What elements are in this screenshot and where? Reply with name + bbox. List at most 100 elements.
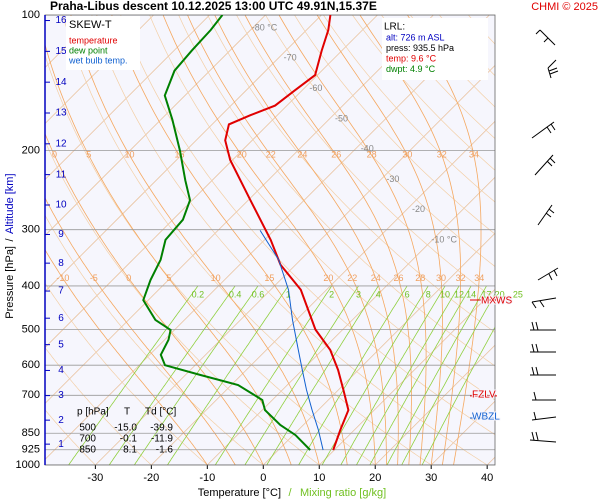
lrl-title: LRL: (384, 22, 405, 33)
level-label: FZLV (472, 389, 496, 400)
mixing-ratio-label: 4 (376, 289, 381, 299)
y-tick-label: 200 (22, 144, 40, 156)
mixing-ratio-label: 2 (329, 289, 334, 299)
wind-barb (537, 204, 555, 226)
foreground: -10 -5 00551010151520202222242426262828303… (4, 9, 523, 499)
y-tick-label: 925 (22, 444, 40, 456)
moist-adiabat-label: 24 (297, 150, 307, 160)
altitude-tick-label: 2 (58, 415, 64, 426)
mixing-ratio-label: 3 (356, 289, 361, 299)
table-cell: -39.9 (150, 423, 173, 434)
altitude-tick-label: 7 (58, 286, 64, 297)
moist-adiabat-label: -5 (90, 273, 98, 283)
dry-adiabat (236, 15, 495, 300)
moist-adiabat-label: 26 (331, 150, 341, 160)
x-tick-label: -10 (199, 472, 215, 484)
wind-barb (532, 391, 556, 401)
moist-adiabat-label: 0 (52, 150, 57, 160)
altitude-tick-label: 6 (58, 313, 64, 324)
dry-adiabat (178, 15, 495, 367)
wind-barbs (529, 29, 559, 443)
dry-adiabat (207, 15, 495, 333)
isotherm (543, 15, 600, 465)
isotherm (319, 288, 495, 465)
legend-entry: dew point (69, 45, 108, 55)
y-tick-label: 700 (22, 389, 40, 401)
altitude-tick-label: 12 (55, 138, 67, 149)
profile-line (259, 230, 324, 451)
x-tick-label: 20 (369, 472, 381, 484)
legend-entry: temperature (69, 35, 118, 45)
legend-entry: wet bulb temp. (68, 55, 128, 65)
wind-barb (529, 431, 557, 443)
y-tick-label: 300 (22, 224, 40, 236)
x-tick-label: 10 (313, 472, 325, 484)
isotherm (45, 15, 434, 404)
y-tick-label: 400 (22, 280, 40, 292)
table-cell: 500 (79, 423, 96, 434)
dry-adiabat (294, 15, 495, 235)
isotherm (151, 120, 495, 465)
altitude-tick-label: 11 (56, 169, 67, 180)
isotherm (45, 15, 322, 293)
altitude-tick-label: 4 (58, 365, 64, 376)
isotherm-label: -50 (335, 113, 348, 123)
table-cell: -15.0 (114, 423, 137, 434)
moist-adiabat-label: 34 (469, 150, 479, 160)
table-header: Td [°C] (145, 407, 176, 418)
altitude-tick-label: 10 (55, 200, 67, 211)
isotherm (95, 64, 495, 465)
isotherm-label: -10 °C (431, 234, 457, 244)
wind-barb (531, 411, 557, 421)
mixing-ratio-label: 8 (426, 289, 431, 299)
mixing-ratio-label: 0.4 (229, 289, 242, 299)
x-axis-label-2: Mixing ratio [g/kg] (300, 487, 386, 499)
moist-adiabat-label: 10 (211, 273, 221, 283)
y-tick-label: 100 (22, 9, 40, 21)
lrl-line: press: 935.5 hPa (386, 43, 454, 53)
mixing-ratio-label: 14 (466, 289, 476, 299)
x-tick-label: -30 (87, 472, 103, 484)
mixing-ratio-label: 0.6 (252, 289, 265, 299)
altitude-tick-label: 8 (58, 258, 64, 269)
mixing-ratio-label: 17 (482, 289, 492, 299)
altitude-tick-label: 3 (58, 390, 64, 401)
x-tick-label: 40 (481, 472, 493, 484)
moist-adiabat-label: 10 (125, 150, 135, 160)
x-axis-label: Temperature [°C] (198, 487, 281, 499)
isotherm (45, 15, 378, 349)
mixing-ratio-label: 25 (513, 289, 523, 299)
background-lines (45, 15, 600, 465)
wind-barb (537, 267, 559, 281)
isotherm (45, 15, 490, 460)
moist-adiabat-label: 32 (437, 150, 447, 160)
moist-adiabat-label: 22 (266, 150, 276, 160)
isotherm-label: -30 (386, 174, 399, 184)
isotherm (45, 15, 210, 181)
y-axis-label-1: Pressure [hPa] (4, 246, 16, 319)
dry-adiabat (526, 15, 600, 465)
wind-barb (535, 29, 556, 46)
isotherm-label: -40 (361, 144, 374, 154)
moist-adiabat-label: 20 (237, 150, 247, 160)
table-header: T (124, 407, 130, 418)
lrl-line: alt: 726 m ASL (386, 32, 445, 42)
altitude-tick-label: 9 (58, 229, 64, 240)
table-cell: -1.6 (156, 445, 174, 456)
isotherm (263, 232, 495, 465)
altitude-tick-label: 14 (55, 77, 67, 88)
moist-adiabat-label: 15 (174, 150, 184, 160)
isotherm-label: -70 (284, 53, 297, 63)
moist-adiabat-label: 20 (323, 273, 333, 283)
altitude-tick-label: 13 (55, 108, 67, 119)
moist-adiabat-label: 32 (456, 273, 466, 283)
table-header: p [hPa] (77, 407, 109, 418)
x-tick-label: -20 (143, 472, 159, 484)
mixing-ratio-label: 12 (454, 289, 464, 299)
isotherm-label: -20 (412, 204, 425, 214)
moist-adiabat-label: 5 (166, 273, 171, 283)
mixing-ratio-label: 20 (495, 289, 505, 299)
x-tick-label: 30 (425, 472, 437, 484)
moist-adiabat-label: 28 (367, 150, 377, 160)
